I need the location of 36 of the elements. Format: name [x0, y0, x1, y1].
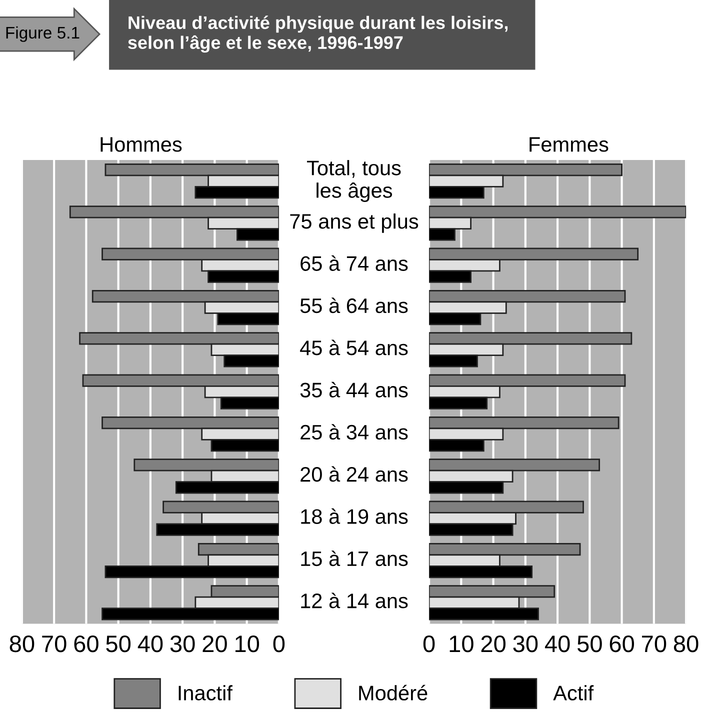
y-tick-label: 65 à 74 ans — [300, 255, 408, 271]
x-tick-label: 70 — [642, 636, 666, 652]
chart-title: Femmes — [530, 137, 608, 152]
y-tick-label: 75 ans et plus — [290, 213, 418, 233]
x-tick-label: 10 — [450, 636, 474, 652]
x-tick-label: 0 — [423, 636, 435, 652]
x-tick-label: 80 — [10, 636, 34, 652]
x-tick-label: 80 — [674, 636, 698, 652]
y-tick-label: Total, tous les âges — [306, 160, 401, 202]
x-tick-label: 40 — [138, 636, 163, 652]
chart-title: Hommes — [100, 137, 182, 152]
x-tick-label: 50 — [577, 636, 602, 652]
x-tick-label: 0 — [273, 636, 285, 652]
y-tick-label: 20 à 24 ans — [300, 466, 408, 482]
y-tick-label: 12 à 14 ans — [301, 592, 408, 608]
caption: Figure 5.1 — [6, 26, 80, 42]
legend-label: Actif — [553, 685, 594, 700]
y-tick-label: 25 à 34 ans — [300, 424, 408, 440]
x-tick-label: 60 — [610, 636, 634, 652]
x-tick-label: 30 — [513, 636, 538, 652]
y-tick-label: 45 à 54 ans — [300, 340, 408, 356]
y-tick-label: 55 à 64 ans — [300, 298, 408, 314]
x-tick-label: 20 — [481, 636, 506, 652]
x-tick-label: 60 — [74, 636, 98, 652]
text: Niveau d’activité physique durant les loisirs, selon l’âge et le sexe, 1996-1997 — [128, 16, 508, 53]
y-tick-label: 18 à 19 ans — [301, 508, 408, 524]
x-tick-label: 70 — [42, 636, 66, 652]
y-tick-label: 35 à 44 ans — [300, 382, 408, 398]
x-tick-label: 10 — [235, 636, 260, 652]
legend-label: Inactif — [178, 685, 232, 700]
x-tick-label: 50 — [106, 636, 131, 652]
x-tick-label: 20 — [202, 636, 227, 652]
x-tick-label: 30 — [170, 636, 195, 652]
y-tick-label: 15 à 17 ans — [301, 550, 408, 566]
legend-label: Modéré — [359, 684, 428, 700]
x-tick-label: 40 — [544, 636, 570, 652]
